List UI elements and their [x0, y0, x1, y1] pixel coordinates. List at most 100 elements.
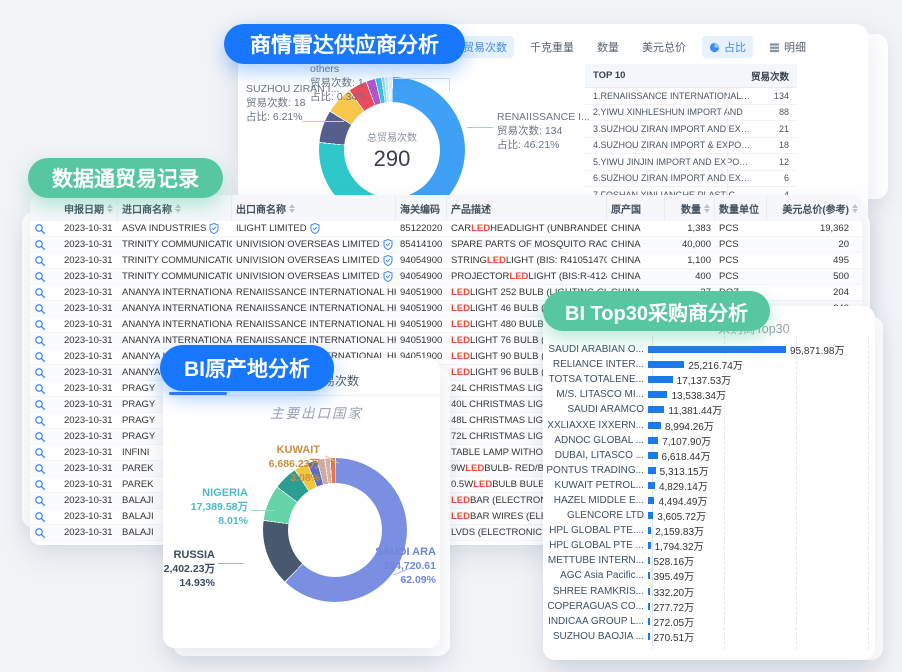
hs-code-cell: 85122020 [400, 223, 443, 234]
bar-row: METTUBE INTERN... 528.16万 [543, 553, 871, 568]
sort-icon[interactable] [289, 203, 295, 213]
column-header [30, 195, 60, 221]
column-divider [727, 88, 728, 220]
magnifier-icon[interactable] [34, 399, 46, 411]
ratio-button[interactable]: 占比 [702, 36, 753, 58]
callout-line [302, 121, 344, 122]
magnifier-icon[interactable] [34, 271, 46, 283]
bar-label: KUWAIT PETROL... [554, 479, 644, 491]
magnifier-icon[interactable] [34, 319, 46, 331]
product-cell: 72L CHRISTMAS LIGHT W... [451, 431, 575, 442]
row-detail-cell [30, 495, 60, 507]
magnifier-icon[interactable] [34, 383, 46, 395]
column-header[interactable]: 进口商名称 [118, 195, 232, 221]
top10-value: 18 [778, 140, 789, 151]
magnifier-icon[interactable] [34, 447, 46, 459]
supplier-tab[interactable]: 千克重量 [530, 42, 574, 54]
bar-value: 17,137.53万 [676, 376, 732, 388]
column-header[interactable]: 数量 [665, 195, 715, 221]
product-cell: LVDS (ELECTRONIC COM... [451, 527, 575, 538]
bar-value: 528.16万 [653, 557, 695, 569]
unit-cell: PCS [719, 223, 739, 234]
table-row[interactable]: 2023-10-31 TRINITY COMMUNICATIONSUNIVISIO… [30, 269, 862, 285]
usd-cell: 500 [833, 271, 849, 282]
bar [648, 436, 659, 444]
callout-saudi: SAUDI ARA 134,720.61 62.09% [375, 546, 436, 586]
bar-value: 7,107.90万 [662, 436, 712, 448]
row-detail-cell [30, 255, 60, 267]
top10-title: TOP 10 [593, 70, 626, 81]
importer-cell: TRINITY COMMUNICATIONS [118, 269, 232, 284]
magnifier-icon[interactable] [34, 431, 46, 443]
magnifier-icon[interactable] [34, 255, 46, 267]
top10-row: 5.YIWU JINJIN IMPORT AND EXPORT CO 12 [585, 154, 797, 171]
magnifier-icon[interactable] [34, 287, 46, 299]
supplier-tab[interactable]: 贸易次数 [456, 36, 514, 58]
product-cell: 9W LED BULB- RED/BLUE... [451, 463, 571, 474]
magnifier-icon[interactable] [34, 527, 46, 539]
date-cell: 2023-10-31 [64, 255, 113, 266]
bar-label: SHREE RAMKRIS... [552, 585, 644, 597]
bar-value: 13,538.34万 [671, 391, 726, 403]
date-cell: 2023-10-31 [64, 495, 113, 506]
importer-cell: ANANYA INTERNATIONAL [118, 301, 232, 316]
magnifier-icon[interactable] [34, 415, 46, 427]
product-cell: LED LIGHT 480 BULB (LI... [451, 319, 566, 330]
table-row[interactable]: 2023-10-31 TRINITY COMMUNICATIONSUNIVISIO… [30, 237, 862, 253]
sort-icon[interactable] [704, 203, 710, 213]
magnifier-icon[interactable] [34, 495, 46, 507]
bar [648, 376, 673, 384]
axis-line [652, 336, 653, 650]
date-cell: 2023-10-31 [64, 463, 113, 474]
row-detail-cell [30, 479, 60, 491]
bar-row: AGC Asia Pacific... 395.49万 [543, 568, 871, 583]
bar-value: 11,381.44万 [668, 406, 723, 418]
callout-nigeria: NIGERIA 17,389.58万 8.01% [190, 487, 248, 527]
bar-label: GLENCORE LTD [566, 510, 644, 522]
exporter-cell: UNIVISION OVERSEAS LIMITED [232, 253, 396, 268]
column-header[interactable]: 出口商名称 [232, 195, 396, 221]
sort-icon[interactable] [175, 203, 181, 213]
magnifier-icon[interactable] [34, 479, 46, 491]
magnifier-icon[interactable] [34, 463, 46, 475]
bar-row: TOTSA TOTALENE... 17,137.53万 [543, 372, 871, 387]
magnifier-icon[interactable] [34, 239, 46, 251]
origin-donut-chart[interactable] [263, 458, 407, 602]
sort-icon[interactable] [107, 203, 113, 213]
row-detail-cell [30, 511, 60, 523]
pie-icon [709, 42, 720, 53]
top30-buyers-panel: 采购商Top30 SAUDI ARABIAN O...95,871.98万REL… [543, 306, 875, 660]
callout-others: others 贸易次数: 1 占比: 0.34% [310, 63, 367, 103]
magnifier-icon[interactable] [34, 303, 46, 315]
magnifier-icon[interactable] [34, 511, 46, 523]
date-cell: 2023-10-31 [64, 383, 113, 394]
table-row[interactable]: 2023-10-31 TRINITY COMMUNICATIONSUNIVISIO… [30, 253, 862, 269]
bar-value: 395.49万 [653, 572, 695, 584]
product-cell: LED LIGHT 46 BULB (LIG... [451, 303, 568, 314]
column-header[interactable]: 申报日期 [60, 195, 118, 221]
magnifier-icon[interactable] [34, 335, 46, 347]
magnifier-icon[interactable] [34, 223, 46, 235]
product-cell: LED LIGHT 96 BULB (LIG... [451, 367, 568, 378]
grid-icon [769, 42, 780, 53]
table-row[interactable]: 2023-10-31 ASVA INDUSTRIES ILIGHT LIMITED 8… [30, 221, 862, 237]
top10-value: 12 [778, 156, 789, 167]
callout-suzhou: SUZHOU ZIRAN I... 贸易次数: 18 占比: 6.21% [246, 83, 340, 123]
sort-icon[interactable] [852, 203, 858, 213]
bar-label: XXLIAXXE IXXERN... [547, 419, 644, 431]
supplier-tab[interactable]: 美元总价 [642, 42, 686, 54]
callout-line [449, 78, 450, 91]
row-detail-cell [30, 351, 60, 363]
shield-icon [310, 223, 320, 234]
bar-value: 4,829.14万 [658, 481, 708, 493]
bar-label: HAZEL MIDDLE E... [553, 494, 644, 506]
column-header[interactable]: 美元总价(参考) [767, 195, 862, 221]
bar-row: SUZHOU BAOJIA ... 270.51万 [543, 629, 871, 644]
magnifier-icon[interactable] [34, 351, 46, 363]
detail-button[interactable]: 明细 [762, 36, 813, 58]
date-cell: 2023-10-31 [64, 287, 113, 298]
supplier-tab[interactable]: 数量 [597, 42, 619, 54]
row-detail-cell [30, 447, 60, 459]
magnifier-icon[interactable] [34, 367, 46, 379]
